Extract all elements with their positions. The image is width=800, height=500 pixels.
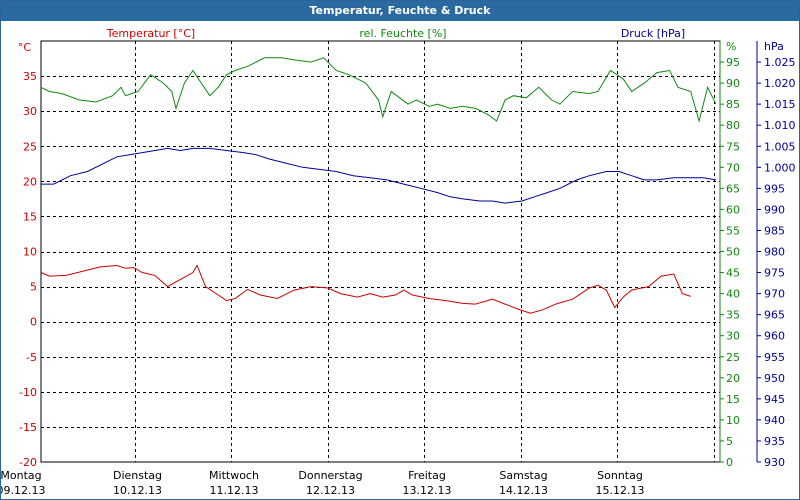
pressure-tick-label: 985 [764,224,785,237]
humidity-tick-label: 5 [726,435,733,448]
humidity-tick-label: 65 [726,182,740,195]
x-tick-date: 09.12.13 [1,484,45,497]
temperature-tick-label: 10 [23,246,37,259]
pressure-tick-label: 1.020 [764,77,796,90]
pressure-tick-label: 1.015 [764,98,796,111]
pressure-tick-label: 1.025 [764,56,796,69]
x-tick-day: Donnerstag [298,469,362,482]
humidity-tick-label: 40 [726,288,740,301]
temperature-axis-label: Temperatur [°C] [106,27,195,40]
x-tick-day: Montag [1,469,42,482]
humidity-tick-label: 70 [726,161,740,174]
temperature-tick-label: -10 [19,386,37,399]
chart-title: Temperatur, Feuchte & Druck [1,1,799,21]
axis-labels: Temperatur [°C] rel. Feuchte [%] Druck [hP… [1,27,685,497]
pressure-tick-label: 1.000 [764,161,796,174]
x-tick-day: Mittwoch [209,469,259,482]
pressure-series-line [41,147,717,204]
humidity-axis-label: rel. Feuchte [%] [359,27,446,40]
pressure-tick-label: 930 [764,456,785,469]
pressure-tick-label: 945 [764,393,785,406]
pressure-tick-label: 990 [764,203,785,216]
temperature-tick-label: -20 [19,456,37,469]
humidity-tick-label: 0 [726,456,733,469]
pressure-unit: hPa [764,40,784,53]
humidity-tick-label: 80 [726,119,740,132]
pressure-tick-label: 960 [764,330,785,343]
x-tick-day: Samstag [499,469,547,482]
temperature-tick-label: 15 [23,210,37,223]
humidity-tick-label: 85 [726,98,740,111]
humidity-tick-label: 15 [726,393,740,406]
pressure-tick-label: 1.010 [764,119,796,132]
pressure-tick-label: 965 [764,309,785,322]
humidity-tick-label: 95 [726,56,740,69]
humidity-unit: % [726,40,736,53]
x-tick-day: Freitag [408,469,446,482]
temperature-unit: °C [18,41,32,54]
temperature-tick-label: 25 [23,140,37,153]
humidity-tick-label: 30 [726,330,740,343]
humidity-tick-label: 35 [726,309,740,322]
humidity-series-line [40,57,717,123]
x-tick-date: 13.12.13 [403,484,452,497]
temperature-tick-label: 35 [23,70,37,83]
temperature-tick-label: 0 [30,316,37,329]
pressure-tick-label: 980 [764,246,785,259]
temperature-tick-label: 20 [23,175,37,188]
humidity-tick-label: 50 [726,246,740,259]
x-tick-date: 10.12.13 [113,484,162,497]
humidity-tick-label: 60 [726,203,740,216]
temperature-tick-label: -5 [26,351,37,364]
x-tick-day: Dienstag [113,469,162,482]
pressure-tick-label: 970 [764,288,785,301]
plot-frame [40,40,721,463]
humidity-tick-label: 20 [726,372,740,385]
temperature-series-line [40,264,691,314]
humidity-tick-label: 10 [726,414,740,427]
grid [40,40,721,463]
humidity-tick-label: 90 [726,77,740,90]
pressure-tick-label: 975 [764,267,785,280]
temperature-tick-label: 5 [30,281,37,294]
humidity-tick-label: 75 [726,140,740,153]
weather-chart: 35302520151050-5-10-15-20°C9590858075706… [1,27,796,497]
humidity-tick-label: 55 [726,224,740,237]
x-tick-day: Sonntag [597,469,643,482]
pressure-axis-label: Druck [hPa] [621,27,685,40]
humidity-tick-label: 25 [726,351,740,364]
pressure-tick-label: 950 [764,372,785,385]
temperature-tick-label: 30 [23,105,37,118]
humidity-tick-label: 45 [726,267,740,280]
x-tick-date: 14.12.13 [499,484,548,497]
pressure-tick-label: 1.005 [764,140,796,153]
x-tick-date: 12.12.13 [306,484,355,497]
temperature-tick-label: -15 [19,421,37,434]
pressure-tick-label: 995 [764,182,785,195]
x-tick-date: 15.12.13 [596,484,645,497]
pressure-tick-label: 935 [764,435,785,448]
pressure-tick-label: 940 [764,414,785,427]
series-lines [40,57,717,314]
x-tick-date: 11.12.13 [210,484,259,497]
pressure-tick-label: 955 [764,351,785,364]
axes: 35302520151050-5-10-15-20°C9590858075706… [18,40,796,469]
